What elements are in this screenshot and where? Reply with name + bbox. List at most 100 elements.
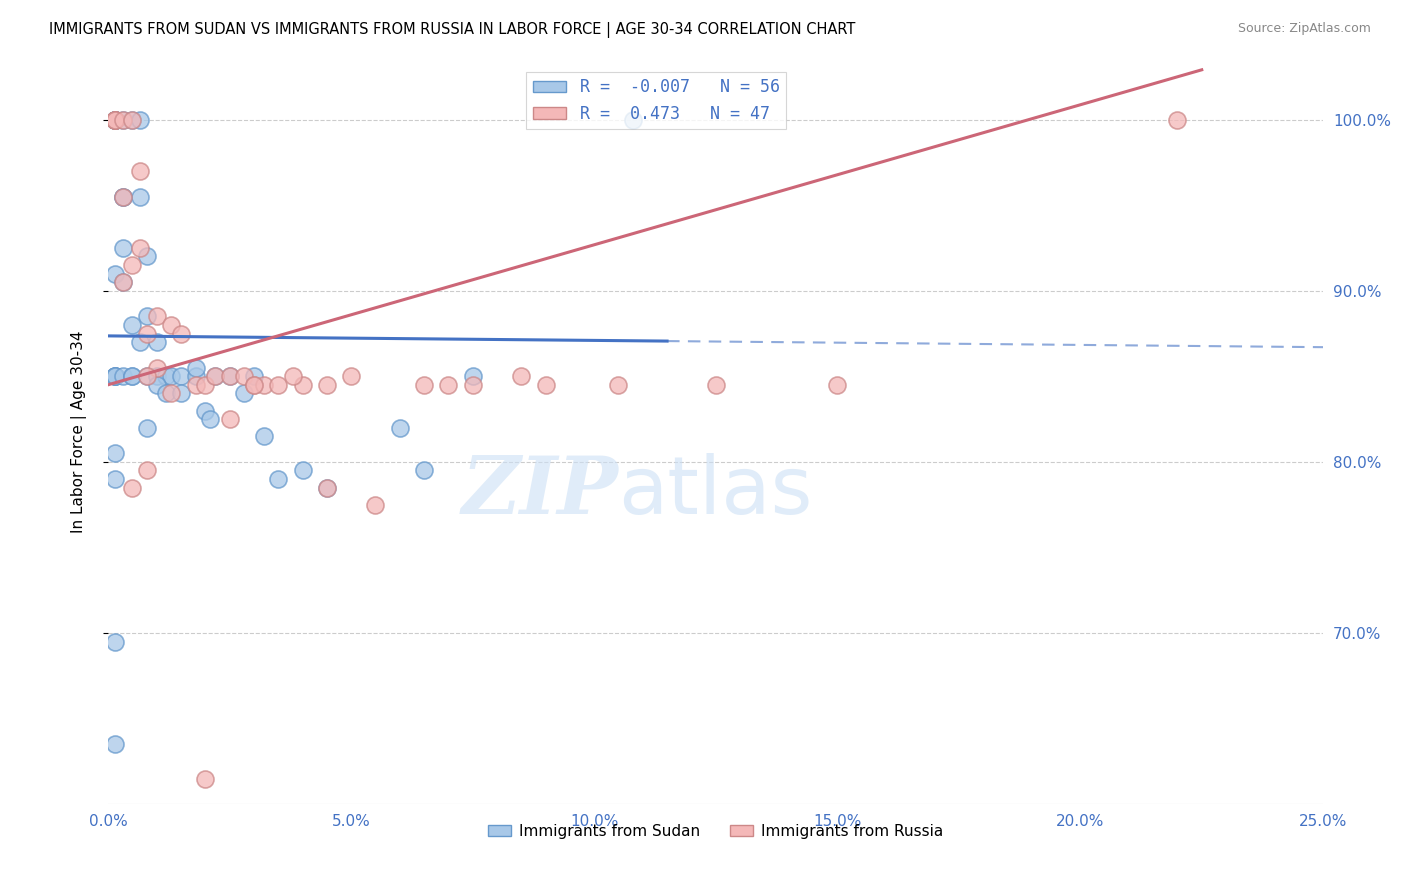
Point	[194, 403, 217, 417]
Point	[204, 369, 226, 384]
Point	[291, 463, 314, 477]
Point	[104, 112, 127, 127]
Point	[121, 112, 143, 127]
Point	[243, 377, 266, 392]
Point	[111, 112, 134, 127]
Point	[184, 369, 207, 384]
Point	[621, 112, 644, 127]
Point	[111, 112, 134, 127]
Point	[121, 369, 143, 384]
Point	[104, 112, 127, 127]
Point	[104, 369, 127, 384]
Point	[267, 472, 290, 486]
Point	[413, 377, 436, 392]
Point	[104, 112, 127, 127]
Point	[233, 386, 256, 401]
Point	[145, 334, 167, 349]
Point	[104, 112, 127, 127]
Point	[534, 377, 557, 392]
Point	[413, 463, 436, 477]
Point	[281, 369, 304, 384]
Point	[111, 189, 134, 203]
Text: ZIP: ZIP	[461, 453, 619, 530]
Point	[128, 189, 150, 203]
Point	[128, 112, 150, 127]
Point	[204, 369, 226, 384]
Point	[267, 377, 290, 392]
Point	[111, 275, 134, 289]
Point	[315, 377, 337, 392]
Point	[121, 318, 143, 332]
Point	[155, 369, 177, 384]
Point	[121, 481, 143, 495]
Point	[184, 360, 207, 375]
Point	[145, 369, 167, 384]
Point	[510, 369, 533, 384]
Point	[104, 369, 127, 384]
Point	[121, 258, 143, 272]
Legend: Immigrants from Sudan, Immigrants from Russia: Immigrants from Sudan, Immigrants from R…	[482, 818, 949, 845]
Point	[233, 369, 256, 384]
Text: Source: ZipAtlas.com: Source: ZipAtlas.com	[1237, 22, 1371, 36]
Point	[104, 446, 127, 460]
Point	[104, 112, 127, 127]
Point	[160, 369, 183, 384]
Point	[170, 369, 193, 384]
Point	[145, 360, 167, 375]
Point	[136, 369, 159, 384]
Point	[461, 369, 484, 384]
Text: atlas: atlas	[619, 452, 813, 531]
Point	[825, 377, 848, 392]
Point	[128, 241, 150, 255]
Point	[252, 429, 274, 443]
Point	[291, 377, 314, 392]
Point	[136, 420, 159, 434]
Point	[111, 369, 134, 384]
Point	[160, 318, 183, 332]
Point	[136, 369, 159, 384]
Point	[128, 164, 150, 178]
Point	[136, 250, 159, 264]
Point	[243, 377, 266, 392]
Point	[104, 738, 127, 752]
Point	[170, 386, 193, 401]
Point	[104, 369, 127, 384]
Point	[218, 412, 240, 426]
Point	[104, 112, 127, 127]
Point	[136, 310, 159, 324]
Point	[218, 369, 240, 384]
Point	[461, 377, 484, 392]
Point	[111, 241, 134, 255]
Point	[198, 412, 221, 426]
Point	[121, 369, 143, 384]
Point	[104, 267, 127, 281]
Point	[340, 369, 363, 384]
Point	[704, 377, 727, 392]
Point	[104, 112, 127, 127]
Point	[315, 481, 337, 495]
Point	[111, 275, 134, 289]
Point	[104, 112, 127, 127]
Text: IMMIGRANTS FROM SUDAN VS IMMIGRANTS FROM RUSSIA IN LABOR FORCE | AGE 30-34 CORRE: IMMIGRANTS FROM SUDAN VS IMMIGRANTS FROM…	[49, 22, 856, 38]
Point	[128, 334, 150, 349]
Point	[315, 481, 337, 495]
Point	[160, 386, 183, 401]
Point	[184, 377, 207, 392]
Point	[145, 310, 167, 324]
Point	[136, 463, 159, 477]
Point	[607, 377, 630, 392]
Point	[136, 326, 159, 341]
Point	[111, 189, 134, 203]
Point	[104, 112, 127, 127]
Point	[243, 369, 266, 384]
Point	[194, 772, 217, 786]
Point	[111, 189, 134, 203]
Point	[104, 112, 127, 127]
Point	[170, 326, 193, 341]
Point	[252, 377, 274, 392]
Point	[437, 377, 460, 392]
Point	[104, 369, 127, 384]
Point	[155, 386, 177, 401]
Point	[364, 498, 387, 512]
Point	[121, 112, 143, 127]
